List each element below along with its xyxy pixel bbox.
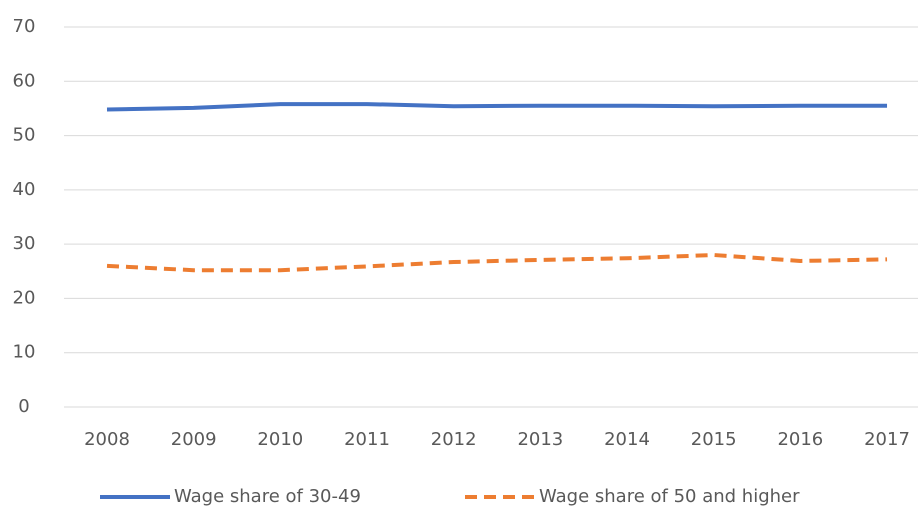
- x-tick-label: 2016: [777, 429, 823, 450]
- x-tick-label: 2014: [604, 429, 650, 450]
- series-line: [106, 253, 888, 273]
- legend-label: Wage share of 30-49: [174, 486, 361, 507]
- x-tick-label: 2013: [517, 429, 563, 450]
- legend-label: Wage share of 50 and higher: [539, 486, 800, 507]
- x-tick-label: 2015: [691, 429, 737, 450]
- x-tick-label: 2017: [864, 429, 910, 450]
- x-tick-label: 2010: [257, 429, 303, 450]
- y-tick-label: 70: [13, 16, 36, 37]
- y-tick-label: 60: [13, 70, 36, 91]
- y-tick-label: 20: [13, 287, 36, 308]
- x-tick-label: 2009: [171, 429, 217, 450]
- x-tick-label: 2011: [344, 429, 390, 450]
- series-line: [106, 102, 888, 112]
- x-tick-label: 2012: [431, 429, 477, 450]
- y-tick-label: 0: [18, 396, 29, 417]
- y-tick-label: 50: [13, 125, 36, 146]
- x-tick-label: 2008: [84, 429, 130, 450]
- y-tick-label: 10: [13, 342, 36, 363]
- y-tick-label: 30: [13, 233, 36, 254]
- y-tick-label: 40: [13, 179, 36, 200]
